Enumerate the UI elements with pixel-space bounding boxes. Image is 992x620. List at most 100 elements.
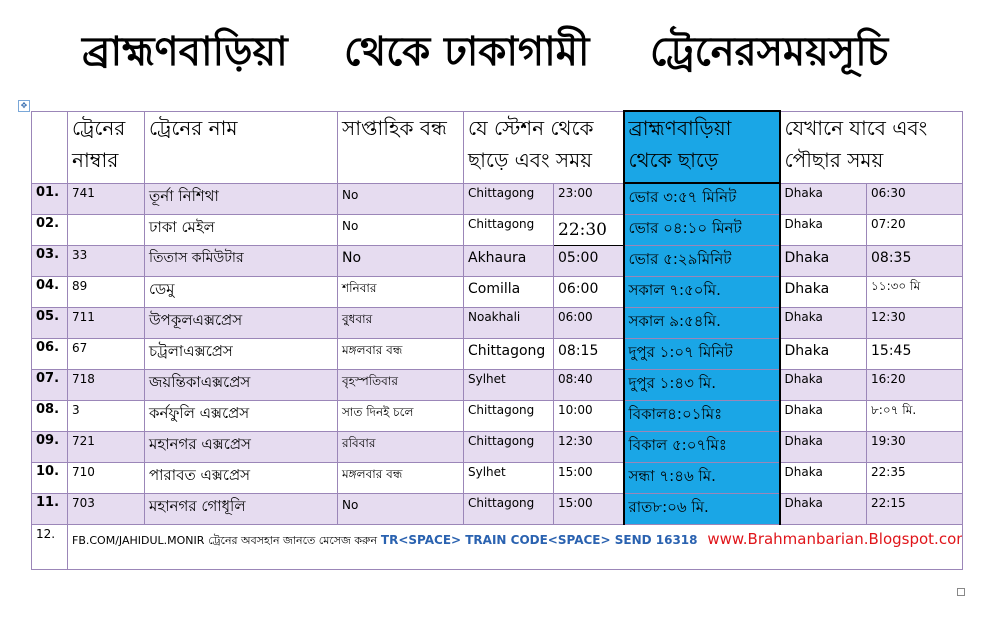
cell-destination: Dhaka (779, 182, 868, 215)
cell-destination: Dhaka (779, 400, 868, 432)
cell-train-no: 711 (67, 307, 145, 339)
table-row: 03. 33 তিতাস কমিউটার No Akhaura 05:00 ভোর ৫:২৯… (31, 245, 964, 277)
cell-origin-departure: 15:00 (552, 462, 625, 494)
cell-destination: Dhaka (779, 307, 868, 339)
table-row: 09. 721 মহানগর এক্সপ্রেস রবিবার Chittagong 12… (31, 431, 964, 463)
header-destination: যেখানে যাবে এবং পৌছার সময় (779, 110, 964, 184)
cell-arrival: 16:20 (866, 369, 964, 401)
cell-weekly-off: বুধবার (337, 307, 464, 339)
footer-message: ট্রেনের অবসহান জানতে মেসেজ করুন (208, 534, 378, 547)
table-row: 11. 703 মহানগর গোধূলি No Chittagong 15:00 রাত৮… (31, 493, 964, 525)
cell-bbaria-departure: দুপুর ১:০৭ মিনিট (622, 338, 781, 370)
header-row: ট্রেনের নাম্বার ট্রেনের নাম সাপ্তাহিক বন… (31, 110, 964, 184)
cell-serial: 10. (31, 462, 68, 494)
cell-origin-departure: 06:00 (552, 307, 625, 339)
title-part-2: থেকে ঢাকাগামী (344, 29, 590, 75)
cell-serial: 04. (31, 276, 68, 308)
cell-train-no: 710 (67, 462, 145, 494)
cell-origin-departure: 10:00 (552, 400, 625, 432)
footer-content: FB.COM/JAHIDUL.MONIR ট্রেনের অবসহান জানত… (66, 524, 964, 570)
cell-weekly-off: বৃহস্পতিবার (337, 369, 464, 401)
cell-serial: 11. (31, 493, 68, 525)
website-link[interactable]: www.Brahmanbarian.Blogspot.com (707, 530, 963, 548)
cell-serial: 01. (31, 182, 68, 215)
cell-origin-departure: 08:15 (552, 338, 625, 370)
table-resize-handle[interactable] (957, 588, 965, 596)
cell-arrival: ১১:৩০ মি (866, 276, 964, 308)
cell-arrival: 15:45 (866, 338, 964, 370)
cell-arrival: 19:30 (866, 431, 964, 463)
cell-origin-departure: 05:00 (552, 245, 625, 277)
cell-weekly-off: No (337, 214, 464, 246)
cell-arrival: 22:15 (866, 493, 964, 525)
header-weekly-off: সাপ্তাহিক বন্ধ (337, 110, 464, 184)
cell-destination: Dhaka (779, 338, 868, 370)
header-train-name: ট্রেনের নাম (144, 110, 338, 184)
cell-weekly-off: শনিবার (337, 276, 464, 308)
cell-destination: Dhaka (779, 276, 868, 308)
cell-train-name: মহানগর এক্সপ্রেস (144, 431, 338, 463)
cell-origin-departure: 22:30 (552, 214, 625, 246)
cell-train-no: 67 (67, 338, 145, 370)
cell-serial: 09. (31, 431, 68, 463)
cell-bbaria-departure: বিকাল ৫:০৭মিঃ (622, 431, 781, 463)
title-part-1: ব্রাহ্মণবাড়িয়া (82, 29, 288, 75)
cell-weekly-off: No (337, 245, 464, 277)
cell-destination: Dhaka (779, 245, 868, 277)
table-row: 07. 718 জয়ন্তিকাএক্সপ্রেস বৃহস্পতিবার Sylhe… (31, 369, 964, 401)
cell-arrival: 07:20 (866, 214, 964, 246)
cell-serial: 05. (31, 307, 68, 339)
cell-train-no: 721 (67, 431, 145, 463)
cell-weekly-off: সাত দিনই চলে (337, 400, 464, 432)
cell-destination: Dhaka (779, 369, 868, 401)
cell-train-name: পারাবত এক্সপ্রেস (144, 462, 338, 494)
table-row: 06. 67 চট্রলাএক্সপ্রেস মঙ্গলবার বন্ধ Chittag… (31, 338, 964, 370)
header-bbaria-departure: ব্রাহ্মণবাড়িয়া থেকে ছাড়ে (622, 110, 781, 184)
cell-train-no: 718 (67, 369, 145, 401)
cell-origin-departure: 08:40 (552, 369, 625, 401)
cell-bbaria-departure: ভোর ০৪:১০ মিনট (622, 214, 781, 246)
footer-serial: 12. (31, 524, 68, 570)
table-row: 01. 741 তূর্না নিশিথা No Chittagong 23:00 ভোর … (31, 182, 964, 215)
cell-train-no: 89 (67, 276, 145, 308)
cell-train-name: ডেমু (144, 276, 338, 308)
cell-train-name: তিতাস কমিউটার (144, 245, 338, 277)
table-row: 10. 710 পারাবত এক্সপ্রেস মঙ্গলবার বন্ধ Sylhe… (31, 462, 964, 494)
page-title: ব্রাহ্মণবাড়িয়া থেকে ঢাকাগামী ট্রেনেরসম… (0, 22, 992, 92)
cell-origin-station: Chittagong (463, 431, 554, 463)
footer-row: 12. FB.COM/JAHIDUL.MONIR ট্রেনের অবসহান … (31, 524, 964, 570)
cell-origin-station: Comilla (463, 276, 554, 308)
cell-weekly-off: No (337, 493, 464, 525)
table-row: 04. 89 ডেমু শনিবার Comilla 06:00 সকাল ৭:৫০মি. D… (31, 276, 964, 308)
cell-bbaria-departure: ভোর ৫:২৯মিনিট (622, 245, 781, 277)
cell-origin-station: Chittagong (463, 214, 554, 246)
cell-serial: 07. (31, 369, 68, 401)
cell-origin-station: Chittagong (463, 338, 554, 370)
cell-train-name: জয়ন্তিকাএক্সপ্রেস (144, 369, 338, 401)
cell-origin-station: Chittagong (463, 182, 554, 215)
table-move-handle-icon[interactable]: ✥ (18, 100, 30, 112)
cell-origin-departure: 12:30 (552, 431, 625, 463)
cell-destination: Dhaka (779, 493, 868, 525)
sms-code: TR<SPACE> TRAIN CODE<SPACE> SEND 16318 (380, 533, 698, 547)
cell-origin-departure: 15:00 (552, 493, 625, 525)
cell-origin-station: Akhaura (463, 245, 554, 277)
table-row: 05. 711 উপকূলএক্সপ্রেস বুধবার Noakhali 06:00 স… (31, 307, 964, 339)
cell-bbaria-departure: সন্ধা ৭:৪৬ মি. (622, 462, 781, 494)
cell-destination: Dhaka (779, 214, 868, 246)
cell-train-no: 33 (67, 245, 145, 277)
cell-train-no (67, 214, 145, 246)
facebook-link[interactable]: FB.COM/JAHIDUL.MONIR (72, 534, 205, 547)
cell-serial: 03. (31, 245, 68, 277)
cell-serial: 08. (31, 400, 68, 432)
train-schedule-table: ট্রেনের নাম্বার ট্রেনের নাম সাপ্তাহিক বন… (31, 110, 964, 570)
header-origin: যে স্টেশন থেকে ছাড়ে এবং সময় (462, 110, 625, 184)
cell-bbaria-departure: সকাল ৯:৫৪মি. (622, 307, 781, 339)
cell-serial: 06. (31, 338, 68, 370)
table-body: 01. 741 তূর্না নিশিথা No Chittagong 23:00 ভোর … (31, 182, 964, 525)
cell-train-name: তূর্না নিশিথা (144, 182, 338, 215)
cell-serial: 02. (31, 214, 68, 246)
table-row: 02. ঢাকা মেইল No Chittagong 22:30 ভোর ০৪:১০ ম… (31, 214, 964, 246)
cell-origin-station: Chittagong (463, 493, 554, 525)
cell-origin-station: Noakhali (463, 307, 554, 339)
